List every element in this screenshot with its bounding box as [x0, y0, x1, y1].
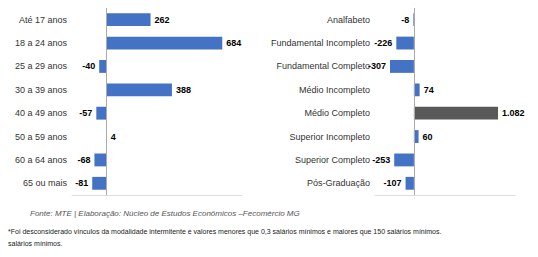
svg-text:388: 388 [176, 85, 191, 95]
svg-text:-57: -57 [79, 108, 92, 118]
svg-text:1.082: 1.082 [502, 108, 525, 118]
svg-text:4: 4 [111, 132, 116, 142]
svg-text:-226: -226 [374, 38, 392, 48]
svg-text:60: 60 [423, 132, 433, 142]
svg-text:-107: -107 [384, 178, 402, 188]
svg-text:Fundamental Incompleto: Fundamental Incompleto [271, 38, 370, 48]
svg-text:salários mínimos.: salários mínimos. [8, 240, 63, 247]
svg-text:-68: -68 [77, 155, 90, 165]
svg-text:Fonte: MTE | Elaboração: Núcle: Fonte: MTE | Elaboração: Núcleo de Estud… [30, 209, 300, 218]
svg-text:Superior Completo: Superior Completo [295, 155, 370, 165]
svg-text:65 ou mais: 65 ou mais [23, 178, 68, 188]
svg-text:*Foi desconsiderado vínculos d: *Foi desconsiderado vínculos da modalida… [8, 228, 441, 236]
svg-text:Até 17 anos: Até 17 anos [19, 15, 68, 25]
svg-text:60 a 64 anos: 60 a 64 anos [15, 155, 68, 165]
svg-text:40 a 49 anos: 40 a 49 anos [15, 108, 68, 118]
svg-text:Médio Completo: Médio Completo [304, 108, 370, 118]
svg-text:-253: -253 [372, 155, 390, 165]
svg-text:Analfabeto: Analfabeto [327, 15, 370, 25]
svg-text:-81: -81 [75, 178, 88, 188]
svg-text:30 a 39 anos: 30 a 39 anos [15, 85, 68, 95]
svg-text:Médio Incompleto: Médio Incompleto [299, 85, 370, 95]
svg-text:-40: -40 [82, 61, 95, 71]
svg-text:684: 684 [226, 38, 241, 48]
svg-text:Superior Incompleto: Superior Incompleto [289, 132, 370, 142]
svg-text:-8: -8 [401, 15, 409, 25]
svg-text:262: 262 [155, 15, 170, 25]
svg-text:Fundamental Completo: Fundamental Completo [276, 61, 370, 71]
svg-text:-307: -307 [368, 61, 386, 71]
svg-text:18 a 24 anos: 18 a 24 anos [15, 38, 68, 48]
svg-text:Pós-Graduação: Pós-Graduação [307, 178, 370, 188]
svg-text:74: 74 [424, 85, 434, 95]
svg-text:25 a 29 anos: 25 a 29 anos [15, 61, 68, 71]
svg-text:50 a 59 anos: 50 a 59 anos [15, 132, 68, 142]
